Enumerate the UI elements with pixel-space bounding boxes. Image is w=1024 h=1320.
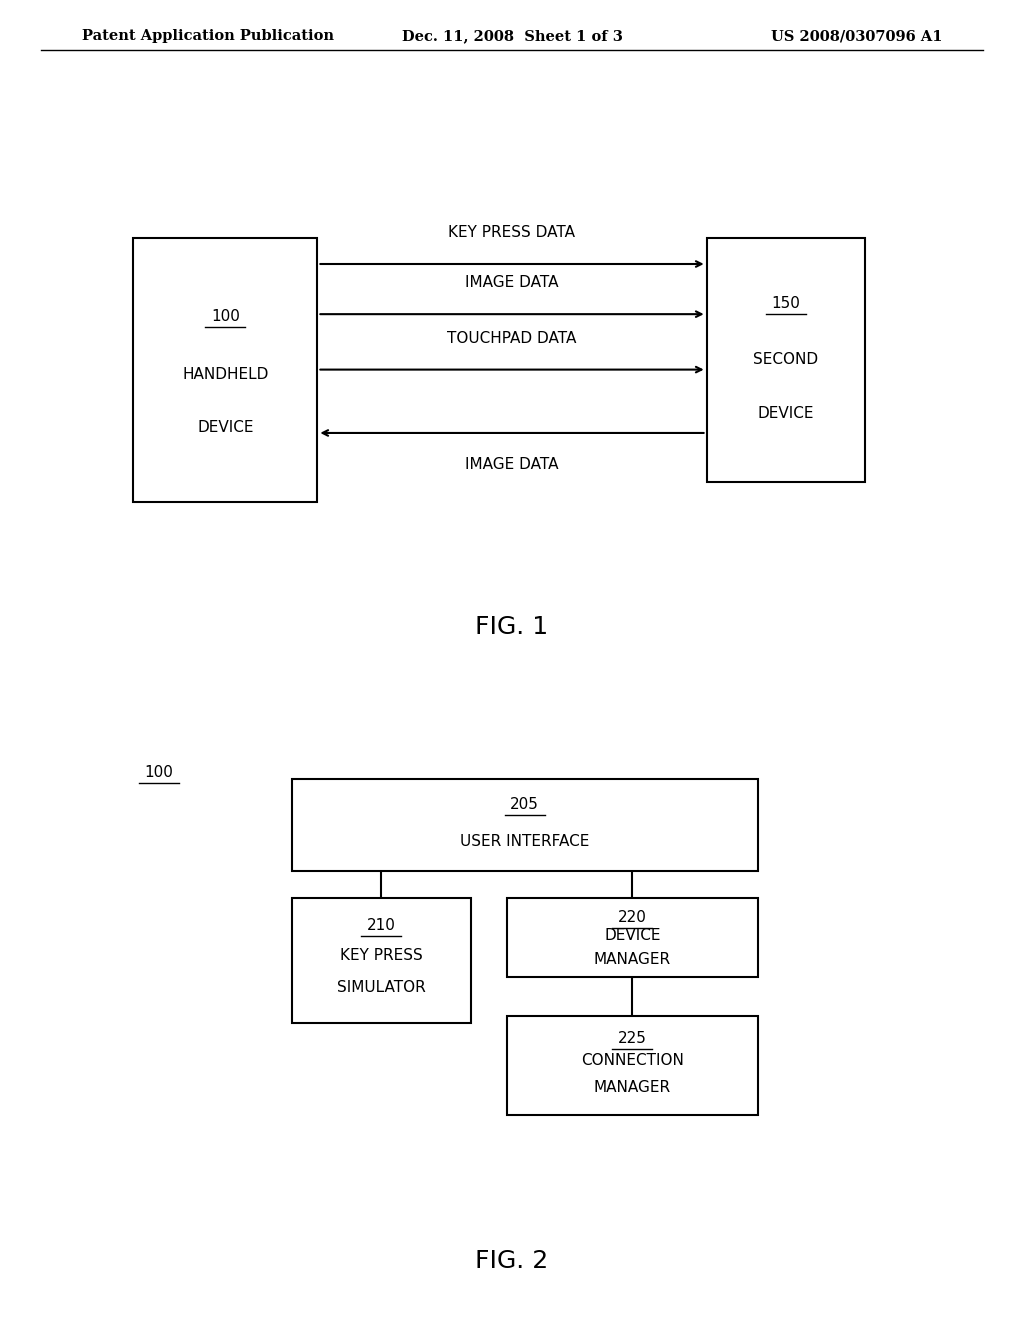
FancyBboxPatch shape <box>707 238 865 482</box>
FancyBboxPatch shape <box>507 1016 758 1115</box>
FancyBboxPatch shape <box>507 898 758 977</box>
Text: FIG. 1: FIG. 1 <box>475 615 549 639</box>
Text: 150: 150 <box>771 296 801 312</box>
Text: MANAGER: MANAGER <box>594 952 671 966</box>
Text: US 2008/0307096 A1: US 2008/0307096 A1 <box>771 29 942 44</box>
Text: 100: 100 <box>144 764 173 780</box>
Text: 225: 225 <box>617 1031 647 1045</box>
FancyBboxPatch shape <box>292 779 758 871</box>
Text: KEY PRESS DATA: KEY PRESS DATA <box>449 226 575 240</box>
Text: SECOND: SECOND <box>754 352 818 367</box>
Text: IMAGE DATA: IMAGE DATA <box>465 457 559 471</box>
Text: FIG. 2: FIG. 2 <box>475 1249 549 1272</box>
Text: 210: 210 <box>367 917 396 933</box>
FancyBboxPatch shape <box>292 898 471 1023</box>
Text: Patent Application Publication: Patent Application Publication <box>82 29 334 44</box>
Text: HANDHELD: HANDHELD <box>182 367 268 383</box>
Text: MANAGER: MANAGER <box>594 1080 671 1096</box>
Text: SIMULATOR: SIMULATOR <box>337 981 426 995</box>
Text: CONNECTION: CONNECTION <box>581 1053 684 1068</box>
Text: IMAGE DATA: IMAGE DATA <box>465 276 559 290</box>
Text: KEY PRESS: KEY PRESS <box>340 948 423 962</box>
Text: 205: 205 <box>510 797 540 812</box>
Text: DEVICE: DEVICE <box>758 407 814 421</box>
Text: 220: 220 <box>617 909 647 925</box>
Text: Dec. 11, 2008  Sheet 1 of 3: Dec. 11, 2008 Sheet 1 of 3 <box>401 29 623 44</box>
Text: TOUCHPAD DATA: TOUCHPAD DATA <box>447 331 577 346</box>
FancyBboxPatch shape <box>133 238 317 502</box>
Text: 100: 100 <box>211 309 240 325</box>
Text: DEVICE: DEVICE <box>604 928 660 942</box>
Text: USER INTERFACE: USER INTERFACE <box>460 834 590 849</box>
Text: DEVICE: DEVICE <box>197 420 254 436</box>
